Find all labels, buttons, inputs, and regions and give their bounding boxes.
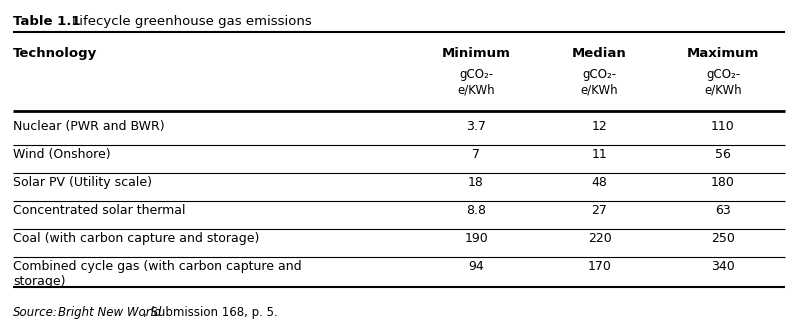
Text: gCO₂-
e/KWh: gCO₂- e/KWh <box>457 68 495 97</box>
Text: 170: 170 <box>588 260 611 273</box>
Text: 7: 7 <box>472 148 480 161</box>
Text: 63: 63 <box>715 204 731 217</box>
Text: 220: 220 <box>588 232 611 245</box>
Text: 27: 27 <box>592 204 608 217</box>
Text: 180: 180 <box>711 176 735 189</box>
Text: 56: 56 <box>715 148 731 161</box>
Text: 3.7: 3.7 <box>466 120 486 133</box>
Text: Source:: Source: <box>13 306 58 319</box>
Text: 250: 250 <box>711 232 735 245</box>
Text: gCO₂-
e/KWh: gCO₂- e/KWh <box>704 68 742 97</box>
Text: 11: 11 <box>592 148 608 161</box>
Text: 190: 190 <box>465 232 488 245</box>
Text: Maximum: Maximum <box>687 47 759 60</box>
Text: gCO₂-
e/KWh: gCO₂- e/KWh <box>581 68 619 97</box>
Text: Lifecycle greenhouse gas emissions: Lifecycle greenhouse gas emissions <box>72 15 312 28</box>
Text: , Submission 168, p. 5.: , Submission 168, p. 5. <box>143 306 278 319</box>
Text: Wind (Onshore): Wind (Onshore) <box>13 148 111 161</box>
Text: 48: 48 <box>592 176 608 189</box>
Text: Solar PV (Utility scale): Solar PV (Utility scale) <box>13 176 152 189</box>
Text: Table 1.1: Table 1.1 <box>13 15 81 28</box>
Text: Median: Median <box>572 47 627 60</box>
Text: Combined cycle gas (with carbon capture and
storage): Combined cycle gas (with carbon capture … <box>13 260 302 288</box>
Text: 110: 110 <box>711 120 735 133</box>
Text: 12: 12 <box>592 120 608 133</box>
Text: 18: 18 <box>468 176 484 189</box>
Text: 340: 340 <box>711 260 735 273</box>
Text: 8.8: 8.8 <box>466 204 486 217</box>
Text: 94: 94 <box>468 260 484 273</box>
Text: Concentrated solar thermal: Concentrated solar thermal <box>13 204 186 217</box>
Text: Technology: Technology <box>13 47 97 60</box>
Text: Coal (with carbon capture and storage): Coal (with carbon capture and storage) <box>13 232 260 245</box>
Text: Minimum: Minimum <box>442 47 510 60</box>
Text: Bright New World: Bright New World <box>58 306 161 319</box>
Text: Nuclear (PWR and BWR): Nuclear (PWR and BWR) <box>13 120 165 133</box>
